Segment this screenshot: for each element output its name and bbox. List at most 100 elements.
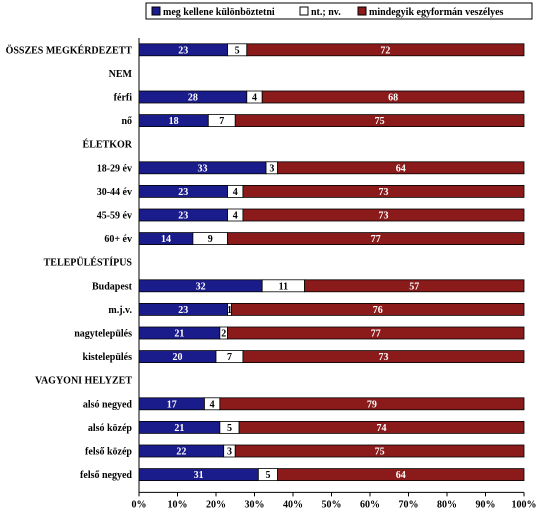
- x-tick-label: 70%: [399, 499, 419, 510]
- data-label: 74: [377, 423, 387, 434]
- data-label: 9: [208, 234, 213, 245]
- data-label: 20: [173, 352, 183, 363]
- data-label: 4: [252, 93, 257, 104]
- data-label: 4: [210, 399, 215, 410]
- bar-segment-3: [227, 232, 525, 246]
- legend-label-3: mindegyik egyformán veszélyes: [369, 7, 504, 18]
- legend-box: [145, 2, 533, 20]
- row-label: nagytelepülés: [74, 329, 132, 340]
- data-label: 79: [367, 399, 377, 410]
- x-axis: 0% 10% 20% 30% 40% 50% 60% 70% 80% 90% 100%: [132, 492, 537, 510]
- data-label: 4: [233, 187, 238, 198]
- data-label: 33: [198, 163, 208, 174]
- x-tick-label: 30%: [245, 499, 265, 510]
- data-label: 23: [178, 187, 188, 198]
- data-label: 5: [235, 45, 240, 56]
- x-tick-label: 60%: [360, 499, 380, 510]
- row-label: kistelepülés: [83, 352, 133, 363]
- bar-segment-3: [230, 302, 525, 316]
- data-label: 75: [375, 116, 385, 127]
- row-label: 18-29 év: [97, 163, 132, 174]
- data-label: 68: [388, 93, 398, 104]
- bar-segment-3: [277, 161, 525, 175]
- row-label: ÖSSZES MEGKÉRDEZETT: [6, 43, 133, 56]
- legend-swatch-3: [357, 6, 367, 16]
- data-label: 77: [371, 329, 381, 340]
- data-label: 3: [227, 447, 232, 458]
- row-label: m.j.v.: [108, 305, 132, 316]
- row-label: ÉLETKOR: [83, 139, 133, 151]
- data-label: 57: [409, 281, 419, 292]
- data-label: 73: [378, 352, 388, 363]
- data-label: 21: [174, 329, 184, 340]
- x-tick-label: 100%: [512, 499, 537, 510]
- x-tick-label: 50%: [322, 499, 342, 510]
- data-label: 21: [174, 423, 184, 434]
- data-label: 5: [265, 470, 270, 481]
- data-label: 28: [188, 93, 198, 104]
- bar-segment-3: [246, 43, 525, 57]
- data-label: 76: [373, 305, 383, 316]
- row-label: felső közép: [85, 447, 132, 458]
- data-label: 5: [227, 423, 232, 434]
- data-label: 31: [194, 470, 204, 481]
- x-tick-label: 80%: [437, 499, 457, 510]
- bar-segment-3: [227, 326, 525, 340]
- bar-segment-3: [304, 279, 525, 293]
- data-label: 7: [219, 116, 224, 127]
- data-label: 72: [380, 45, 390, 56]
- x-tick-label: 20%: [206, 499, 226, 510]
- data-label: 17: [167, 399, 177, 410]
- data-label: 73: [378, 211, 388, 222]
- row-label: VAGYONI HELYZET: [35, 376, 132, 387]
- row-label: alsó negyed: [83, 399, 133, 410]
- row-label: 45-59 év: [97, 211, 132, 222]
- x-tick-label: 10%: [168, 499, 188, 510]
- x-tick-label: 40%: [283, 499, 303, 510]
- row-label: 30-44 év: [97, 187, 132, 198]
- legend-swatch-1: [151, 6, 161, 16]
- data-label: 77: [371, 234, 381, 245]
- row-label: TELEPÜLÉSTÍPUS: [44, 256, 133, 269]
- data-label: 22: [176, 447, 186, 458]
- row-label: 60+ év: [104, 234, 132, 245]
- legend-label-2: nt.; nv.: [311, 7, 341, 18]
- row-label: Budapest: [92, 281, 133, 292]
- data-label: 1: [227, 305, 232, 316]
- row-label: NEM: [109, 69, 133, 80]
- bar-segment-3: [277, 468, 525, 482]
- row-label: férfi: [114, 93, 133, 104]
- row-label: felső negyed: [80, 470, 132, 481]
- x-tick-label: 0%: [132, 499, 147, 510]
- legend: meg kellene különböztetni nt.; nv. mindegy…: [145, 2, 533, 20]
- bar-segment-3: [242, 184, 525, 198]
- legend-label-1: meg kellene különböztetni: [163, 7, 275, 18]
- data-label: 64: [396, 470, 406, 481]
- bar-segment-3: [234, 444, 525, 458]
- data-label: 3: [269, 163, 274, 174]
- x-tick-label: 90%: [476, 499, 496, 510]
- row-label: alsó közép: [88, 423, 133, 434]
- bar-segment-3: [234, 114, 525, 127]
- data-label: 23: [178, 305, 188, 316]
- data-label: 11: [279, 281, 288, 292]
- data-label: 23: [178, 45, 188, 56]
- data-label: 32: [196, 281, 206, 292]
- row-label: nő: [121, 116, 132, 127]
- data-label: 4: [233, 211, 238, 222]
- data-label: 14: [161, 234, 171, 245]
- data-label: 2: [221, 329, 226, 340]
- data-label: 23: [178, 211, 188, 222]
- data-label: 75: [375, 447, 385, 458]
- data-label: 73: [378, 187, 388, 198]
- bar-segment-3: [219, 397, 525, 411]
- bar-segment-3: [242, 350, 525, 364]
- bar-segment-3: [238, 420, 525, 434]
- bar-segment-3: [242, 208, 525, 222]
- legend-swatch-2: [299, 6, 309, 16]
- bar-segment-3: [261, 90, 525, 104]
- data-label: 7: [227, 352, 232, 363]
- data-label: 18: [169, 116, 179, 127]
